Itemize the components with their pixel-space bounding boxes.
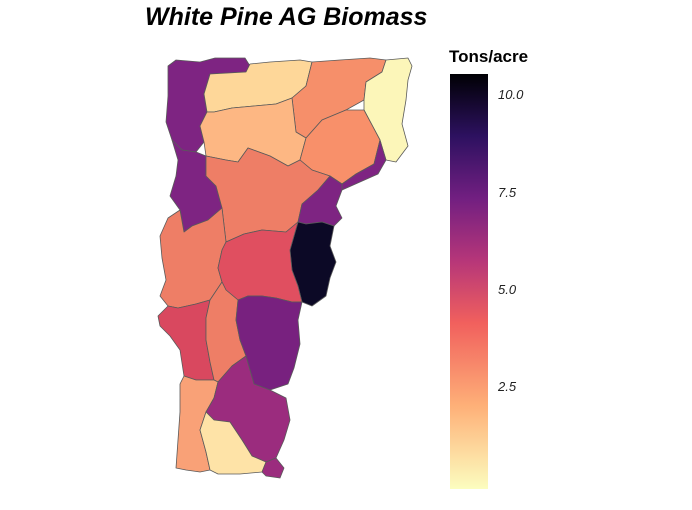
legend-colorbar [450, 74, 488, 489]
county-windham-tip[interactable] [261, 457, 285, 479]
legend-tick-label: 7.5 [498, 185, 517, 200]
legend-tick-mark [488, 94, 494, 95]
legend-tick-label: 5.0 [498, 282, 517, 297]
county-essex[interactable] [363, 57, 413, 163]
legend-tick-label: 10.0 [498, 87, 524, 102]
county-windsor[interactable] [235, 295, 303, 391]
legend-tick-mark [488, 386, 494, 387]
legend-tick-mark [488, 289, 494, 290]
legend-tick-label: 2.5 [498, 379, 517, 394]
legend-title: Tons/acre [449, 47, 529, 66]
legend-tick-mark [488, 192, 494, 193]
map-title: White Pine AG Biomass [145, 3, 428, 31]
